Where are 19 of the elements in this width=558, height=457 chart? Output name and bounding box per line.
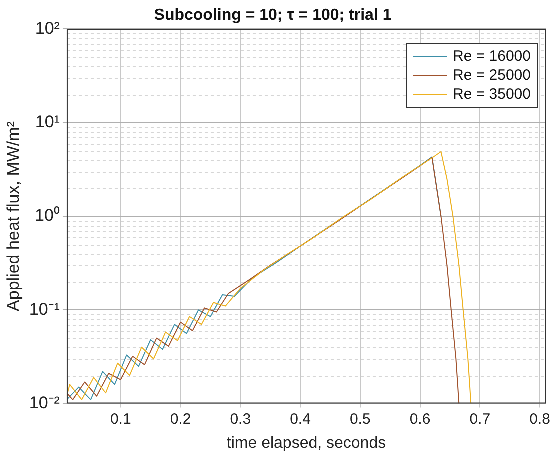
y-tick-label: 10⁻²: [29, 393, 60, 412]
y-axis-title: Applied heat flux, MW/m²: [4, 121, 23, 312]
y-tick-label: 10²: [35, 18, 60, 38]
legend-label: Re = 16000: [453, 47, 531, 66]
x-axis-title: time elapsed, seconds: [226, 434, 386, 452]
x-tick-label: 0.8: [530, 410, 550, 428]
y-tick-label: 10⁻¹: [29, 300, 60, 319]
x-tick-label: 0.3: [230, 410, 252, 428]
x-tick-label: 0.6: [410, 410, 431, 428]
x-tick-label: 0.5: [350, 410, 371, 428]
chart-title: Subcooling = 10; τ = 100; trial 1: [154, 7, 392, 24]
x-tick-label: 0.1: [110, 410, 132, 428]
x-tick-label: 0.4: [290, 410, 311, 428]
x-tick-label: 0.7: [470, 410, 491, 428]
x-tick-label: 0.2: [170, 410, 192, 428]
y-tick-label: 10⁰: [35, 206, 60, 226]
y-tick-label: 10¹: [35, 112, 60, 132]
legend-label: Re = 25000: [453, 66, 531, 86]
legend-label: Re = 35000: [453, 85, 531, 104]
